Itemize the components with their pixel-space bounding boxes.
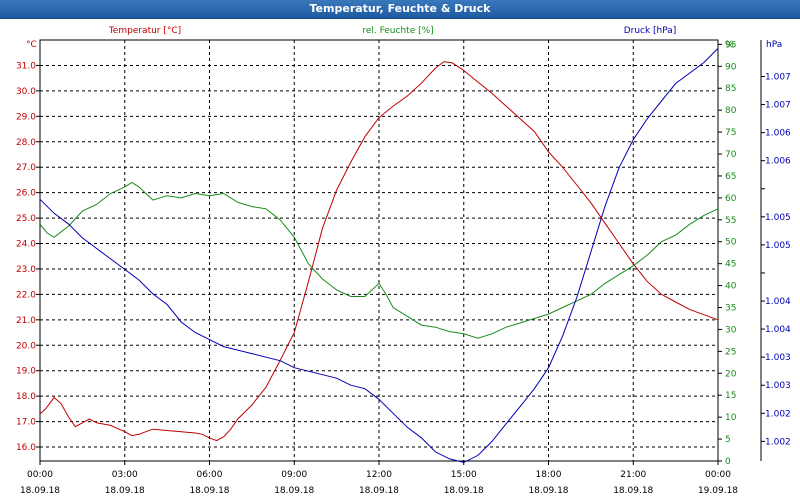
pressure-tick-label: 1.004 [765, 297, 791, 307]
temperature-tick-label: 31.0 [16, 61, 36, 71]
x-tick-date-label: 18.09.18 [274, 486, 314, 496]
x-tick-date-label: 18.09.18 [359, 486, 399, 496]
x-tick-date-label: 18.09.18 [613, 486, 653, 496]
pressure-tick-label: 1.007 [765, 72, 791, 82]
temperature-tick-label: 19.0 [16, 367, 36, 377]
humidity-tick-label: 20 [725, 369, 737, 379]
humidity-tick-label: 95 [725, 40, 736, 50]
x-tick-date-label: 18.09.18 [105, 486, 145, 496]
pressure-tick-label: 1.006 [765, 129, 791, 139]
humidity-line [39, 181, 719, 339]
humidity-tick-label: 10 [725, 413, 737, 423]
temperature-tick-label: 20.0 [16, 341, 36, 351]
pressure-tick-label: 1.007 [765, 101, 791, 111]
x-tick-time-label: 09:00 [281, 470, 307, 480]
humidity-tick-label: 70 [725, 150, 737, 160]
pressure-tick-label: 1.005 [765, 213, 791, 223]
temperature-tick-label: 26.0 [16, 189, 36, 199]
humidity-tick-label: 45 [725, 260, 736, 270]
x-tick-time-label: 03:00 [112, 470, 138, 480]
pressure-tick-label: 1.004 [765, 325, 791, 335]
humidity-tick-label: 15 [725, 391, 736, 401]
pressure-tick-label: 1.002 [765, 409, 791, 419]
x-tick-time-label: 12:00 [366, 470, 392, 480]
temperature-tick-label: 29.0 [16, 112, 36, 122]
x-tick-date-label: 18.09.18 [189, 486, 229, 496]
temperature-tick-label: 27.0 [16, 163, 36, 173]
humidity-tick-label: 25 [725, 347, 736, 357]
humidity-tick-label: 85 [725, 84, 736, 94]
humidity-tick-label: 5 [725, 435, 731, 445]
pressure-tick-label: 1.003 [765, 381, 791, 391]
temperature-tick-label: 18.0 [16, 392, 36, 402]
temperature-tick-label: 30.0 [16, 87, 36, 97]
temperature-tick-label: 17.0 [16, 418, 36, 428]
humidity-axis-title: rel. Feuchte [%] [362, 26, 433, 36]
humidity-tick-label: 35 [725, 304, 736, 314]
temperature-tick-label: 16.0 [16, 443, 36, 453]
temperature-unit-label: °C [26, 40, 37, 50]
temperature-line [39, 61, 719, 442]
temperature-tick-label: 21.0 [16, 316, 36, 326]
pressure-line [39, 48, 719, 463]
pressure-tick-label: 1.002 [765, 437, 791, 447]
x-tick-date-label: 19.09.18 [698, 486, 738, 496]
temperature-tick-label: 25.0 [16, 214, 36, 224]
temperature-tick-label: 28.0 [16, 138, 36, 148]
humidity-tick-label: 30 [725, 325, 737, 335]
humidity-tick-label: 75 [725, 128, 736, 138]
x-tick-date-label: 18.09.18 [528, 486, 568, 496]
pressure-tick-label: 1.006 [765, 157, 791, 167]
humidity-tick-label: 60 [725, 194, 737, 204]
pressure-tick-label: 1.003 [765, 353, 791, 363]
humidity-tick-label: 0 [725, 457, 731, 467]
x-tick-time-label: 00:00 [705, 470, 731, 480]
humidity-tick-label: 80 [725, 106, 737, 116]
humidity-tick-label: 90 [725, 62, 737, 72]
x-tick-time-label: 00:00 [27, 470, 53, 480]
temperature-tick-label: 23.0 [16, 265, 36, 275]
pressure-axis-title: Druck [hPa] [624, 26, 677, 36]
x-tick-date-label: 18.09.18 [444, 486, 484, 496]
temperature-tick-label: 24.0 [16, 240, 36, 250]
temperature-axis-title: Temperatur [°C] [108, 26, 181, 36]
temperature-tick-label: 22.0 [16, 290, 36, 300]
humidity-tick-label: 55 [725, 216, 736, 226]
x-tick-time-label: 06:00 [197, 470, 223, 480]
pressure-tick-label: 1.005 [765, 241, 791, 251]
humidity-tick-label: 65 [725, 172, 736, 182]
humidity-unit-label: % [725, 40, 734, 50]
window-title: Temperatur, Feuchte & Druck [0, 0, 800, 19]
x-tick-time-label: 21:00 [620, 470, 646, 480]
humidity-tick-label: 50 [725, 238, 737, 248]
x-tick-time-label: 15:00 [451, 470, 477, 480]
humidity-tick-label: 40 [725, 282, 737, 292]
x-tick-date-label: 18.09.18 [20, 486, 60, 496]
pressure-unit-label: hPa [766, 40, 782, 50]
x-tick-time-label: 18:00 [536, 470, 562, 480]
